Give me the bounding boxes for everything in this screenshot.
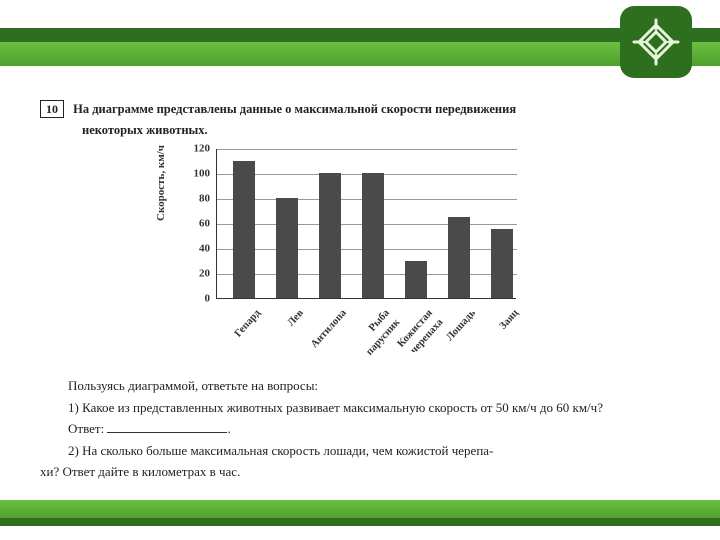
task-content: 10 На диаграмме представлены данные о ма… xyxy=(40,100,680,481)
answer-period: . xyxy=(227,421,230,436)
banner-dark-stripe xyxy=(0,28,720,42)
chart-bar xyxy=(319,173,341,298)
y-tick-label: 0 xyxy=(180,292,210,307)
question-2-line2: хи? Ответ дайте в километрах в час. xyxy=(40,463,680,481)
bar-chart: Скорость, км/ч 020406080100120ГепардЛевА… xyxy=(160,141,580,371)
question-1: 1) Какое из представленных животных разв… xyxy=(40,399,680,417)
banner-dark-stripe-bottom xyxy=(0,518,720,526)
y-tick-label: 60 xyxy=(180,217,210,232)
top-banner xyxy=(0,28,720,66)
chart-bar xyxy=(233,161,255,299)
bottom-banner xyxy=(0,500,720,526)
heading-line-2: некоторых животных. xyxy=(82,122,680,139)
chart-bar xyxy=(491,229,513,298)
prompt-text: Пользуясь диаграммой, ответьте на вопрос… xyxy=(40,377,680,395)
chart-bar xyxy=(362,173,384,298)
y-tick-label: 120 xyxy=(180,142,210,157)
task-heading: 10 На диаграмме представлены данные о ма… xyxy=(40,100,680,118)
plot-area: 020406080100120ГепардЛевАнтилопаРыба пар… xyxy=(216,149,516,299)
answer-blank xyxy=(107,432,227,433)
y-tick-label: 100 xyxy=(180,167,210,182)
question-2-line1: 2) На сколько больше максимальная скорос… xyxy=(40,442,680,460)
knot-icon xyxy=(631,17,681,67)
answer-line: Ответ: . xyxy=(40,420,680,438)
grid-line xyxy=(217,149,517,150)
banner-light-stripe-bottom xyxy=(0,500,720,518)
heading-line-1: На диаграмме представлены данные о макси… xyxy=(73,102,516,116)
y-tick-label: 40 xyxy=(180,242,210,257)
answer-label: Ответ: xyxy=(68,421,104,436)
y-axis-label: Скорость, км/ч xyxy=(154,145,169,221)
questions-block: Пользуясь диаграммой, ответьте на вопрос… xyxy=(40,377,680,481)
chart-bar xyxy=(448,217,470,298)
chart-bar xyxy=(276,198,298,298)
y-tick-label: 20 xyxy=(180,267,210,282)
y-tick-label: 80 xyxy=(180,192,210,207)
logo-badge xyxy=(620,6,692,78)
chart-bar xyxy=(405,261,427,299)
banner-light-stripe xyxy=(0,42,720,66)
task-number-box: 10 xyxy=(40,100,64,118)
